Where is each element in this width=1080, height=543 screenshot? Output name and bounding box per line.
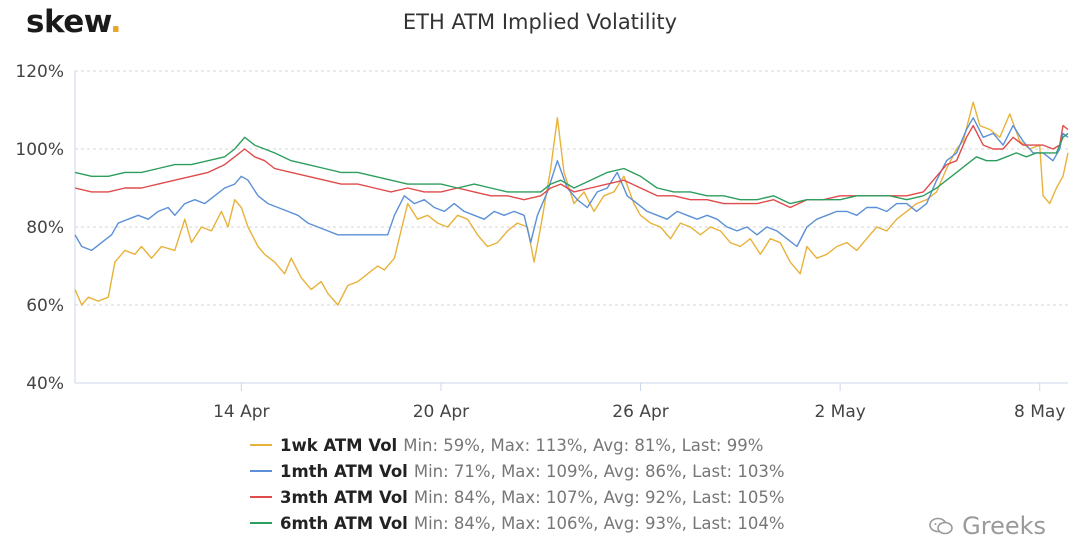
x-tick-label: 26 Apr [612,402,668,422]
legend-item-1[interactable]: 1wk ATM Vol Min: 59%, Max: 113%, Avg: 81%… [250,432,785,458]
legend-item-3[interactable]: 3mth ATM Vol Min: 84%, Max: 107%, Avg: 92… [250,484,785,510]
legend-series-stats: Min: 84%, Max: 106%, Avg: 93%, Last: 104… [413,513,785,533]
watermark-text: Greeks [962,512,1046,540]
legend-series-name: 3mth ATM Vol [280,487,408,507]
skew-logo: skew. [26,4,122,40]
y-tick-label: 40% [26,374,64,394]
series-line-4 [74,132,1069,205]
legend-swatch [250,444,272,446]
chart-legend: 1wk ATM Vol Min: 59%, Max: 113%, Avg: 81%… [250,432,785,536]
legend-swatch [250,522,272,524]
legend-series-stats: Min: 84%, Max: 107%, Avg: 92%, Last: 105… [413,487,785,507]
series-line-2 [74,117,1069,252]
legend-series-name: 6mth ATM Vol [280,513,408,533]
series-line-1 [74,101,1069,306]
legend-item-4[interactable]: 6mth ATM Vol Min: 84%, Max: 106%, Avg: 93… [250,510,785,536]
y-tick-label: 100% [15,140,64,160]
legend-series-stats: Min: 71%, Max: 109%, Avg: 86%, Last: 103… [413,461,785,481]
x-tick-label: 2 May [814,402,865,422]
legend-swatch [250,470,272,472]
legend-series-name: 1mth ATM Vol [280,461,408,481]
x-tick-label: 14 Apr [213,402,269,422]
line-chart: 40% 60% 80% 100% 120% 14 Apr 20 Apr 26 Apr 2 May… [15,62,1069,422]
series-line-3 [74,124,1069,209]
x-tick-label: 8 May [1014,402,1065,422]
watermark: Greeks [928,512,1046,540]
x-tick-label: 20 Apr [413,402,469,422]
y-tick-label: 80% [26,218,64,238]
legend-series-stats: Min: 59%, Max: 113%, Avg: 81%, Last: 99% [403,435,764,455]
legend-swatch [250,496,272,498]
chart-title: ETH ATM Implied Volatility [402,10,678,34]
y-tick-label: 120% [15,62,64,82]
legend-series-name: 1wk ATM Vol [280,435,398,455]
y-tick-label: 60% [26,296,64,316]
legend-item-2[interactable]: 1mth ATM Vol Min: 71%, Max: 109%, Avg: 86… [250,458,785,484]
wechat-icon [929,517,953,535]
